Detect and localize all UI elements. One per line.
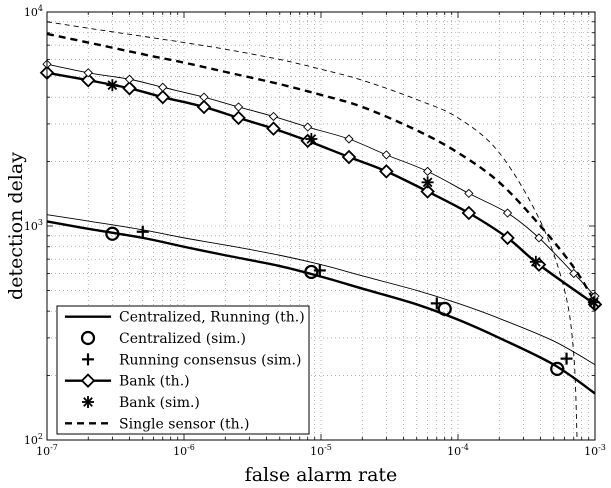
legend-label: Running consensus (sim.)	[119, 352, 301, 368]
series-5-point	[268, 111, 279, 122]
series-5-point	[344, 134, 354, 144]
series-5-point	[83, 68, 93, 78]
series-3-point	[560, 352, 573, 365]
series-5-point	[158, 82, 168, 92]
legend-box	[56, 305, 310, 435]
legend-swatch-marker	[80, 373, 96, 388]
series-4-point	[266, 121, 281, 136]
series-4-point	[461, 205, 477, 221]
x-tick-label: 10-4	[447, 443, 469, 458]
x-tick-label: 10-6	[173, 443, 195, 458]
series-2-point	[304, 264, 319, 280]
series-4-point	[122, 81, 137, 96]
series-6-point	[305, 133, 318, 146]
series-5-line	[46, 63, 596, 297]
legend-swatch-marker	[80, 330, 96, 346]
legend-label: Bank (sim.)	[119, 395, 200, 411]
series-5-point	[569, 268, 579, 279]
y-axis-label: detection delay	[5, 152, 27, 300]
series-7-line	[46, 32, 597, 303]
legend-label: Centralized (sim.)	[119, 331, 246, 347]
series-3-point	[430, 297, 443, 310]
series-3-point	[313, 264, 326, 277]
series-3-point	[136, 225, 149, 238]
series-4-point	[420, 184, 435, 199]
series-4-point	[155, 89, 171, 105]
axis-ticks	[46, 12, 595, 441]
series-4-point	[196, 99, 212, 115]
series-4-point	[231, 110, 246, 126]
series-5-point	[303, 122, 313, 132]
series-6-point	[587, 296, 600, 309]
series-5-point	[502, 208, 513, 218]
y-tick-label: 103	[24, 218, 43, 233]
series-5-point	[534, 233, 544, 243]
series-6-point	[106, 79, 119, 92]
legend-label: Single sensor (th.)	[119, 416, 250, 432]
series-2-point	[550, 361, 565, 376]
series-5-point	[422, 166, 433, 177]
legend-label: Centralized, Running (th.)	[119, 310, 305, 326]
y-tick-label: 104	[24, 4, 43, 19]
series-4-point	[500, 230, 515, 246]
series-5-point	[464, 188, 474, 199]
series-5-point	[233, 102, 244, 112]
series-8-line	[46, 21, 578, 441]
series-4-point	[80, 72, 96, 88]
series-5-point	[124, 74, 135, 84]
legend-label: Bank (th.)	[119, 374, 190, 390]
series-5-point	[199, 92, 209, 102]
legend: Centralized, Running (th.) Centralized (s…	[56, 305, 310, 435]
series-2-point	[437, 301, 452, 316]
series-5-point	[381, 150, 392, 160]
series-4-point	[379, 164, 394, 179]
series-0-line	[46, 220, 596, 395]
x-axis-label: false alarm rate	[245, 464, 398, 486]
series-6-point	[421, 176, 434, 189]
series-2-point	[105, 226, 120, 241]
x-tick-label: 10-7	[36, 443, 58, 458]
legend-swatch-marker	[82, 396, 94, 408]
grid-lines	[47, 12, 595, 440]
legend-swatch-marker	[82, 353, 94, 366]
series-4-point	[341, 149, 357, 165]
x-tick-label: 10-3	[584, 443, 606, 458]
tick-labels: 10-7 10-6 10-5 10-4 10-3 102 103 104	[24, 4, 606, 458]
x-tick-label: 10-5	[310, 443, 332, 458]
series-6-point	[529, 255, 542, 268]
y-tick-label: 102	[24, 432, 43, 447]
series-markers	[39, 59, 603, 376]
